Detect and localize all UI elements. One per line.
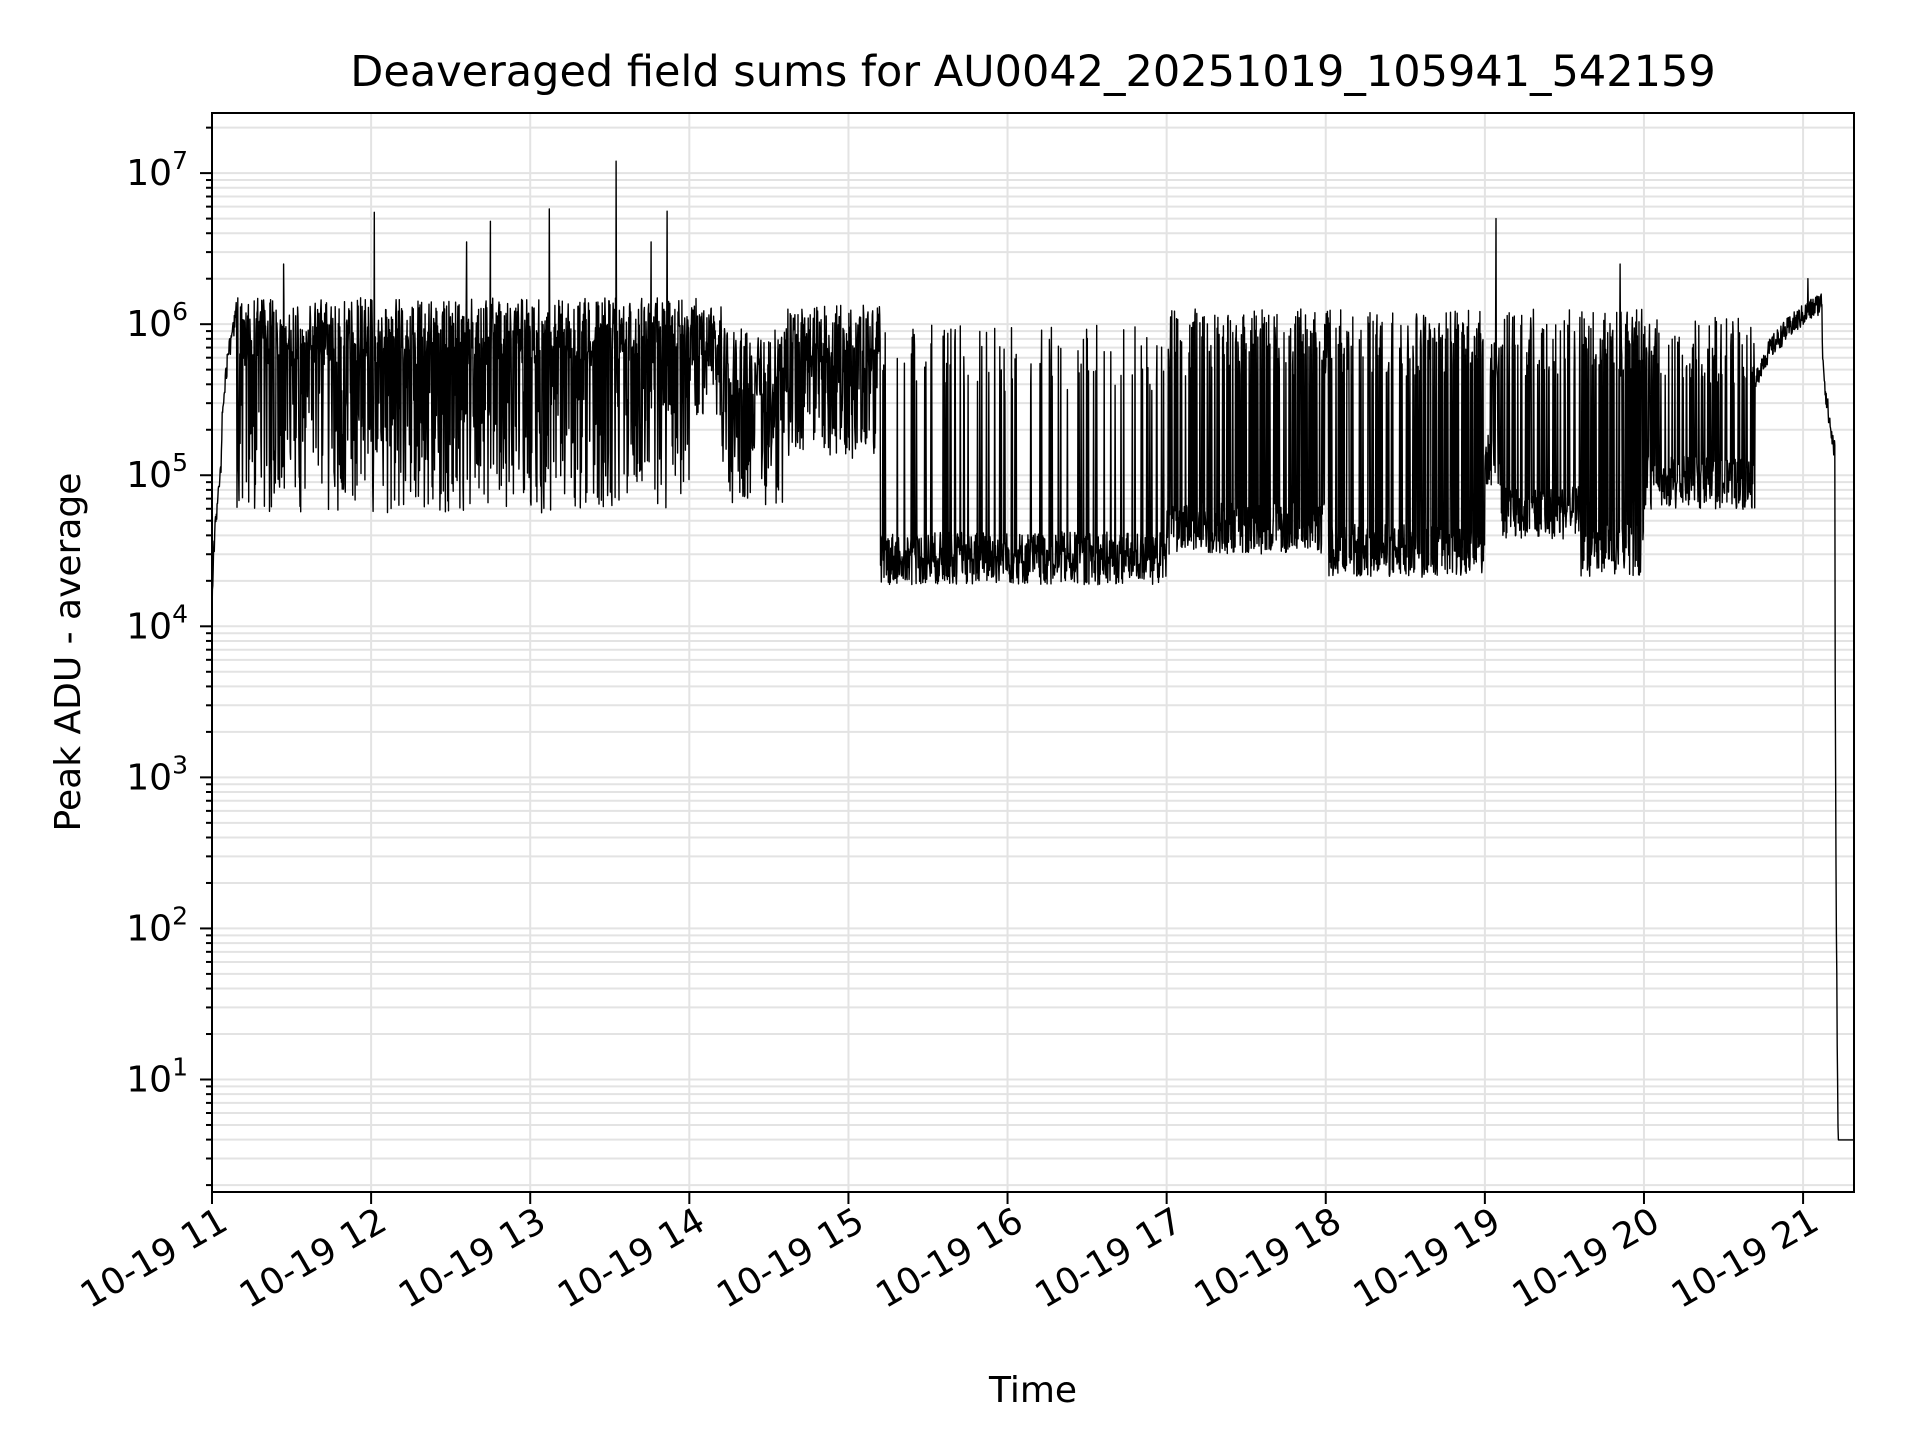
y-tick-label: 104	[126, 599, 188, 647]
y-tick-label: 103	[126, 750, 188, 798]
y-tick-label: 105	[126, 448, 188, 496]
plot-area	[200, 112, 1855, 1204]
y-tick-label: 101	[126, 1052, 188, 1100]
y-tick-label: 106	[126, 297, 188, 345]
axis-ticks	[200, 126, 1805, 1204]
y-tick-label: 107	[126, 146, 188, 194]
y-axis-label: Peak ADU - average	[48, 473, 89, 832]
y-tick-label: 102	[126, 901, 188, 949]
data-series	[211, 160, 1855, 1141]
plot-frame	[211, 112, 1855, 1193]
series-line	[211, 160, 1855, 1141]
plot-background	[212, 113, 1854, 1192]
y-axis-tick-labels: 101 102 103 104 105 106 107	[126, 146, 188, 1100]
chart-title: Deaveraged field sums for AU0042_2025101…	[350, 47, 1715, 97]
x-axis-label: Time	[988, 1370, 1077, 1411]
